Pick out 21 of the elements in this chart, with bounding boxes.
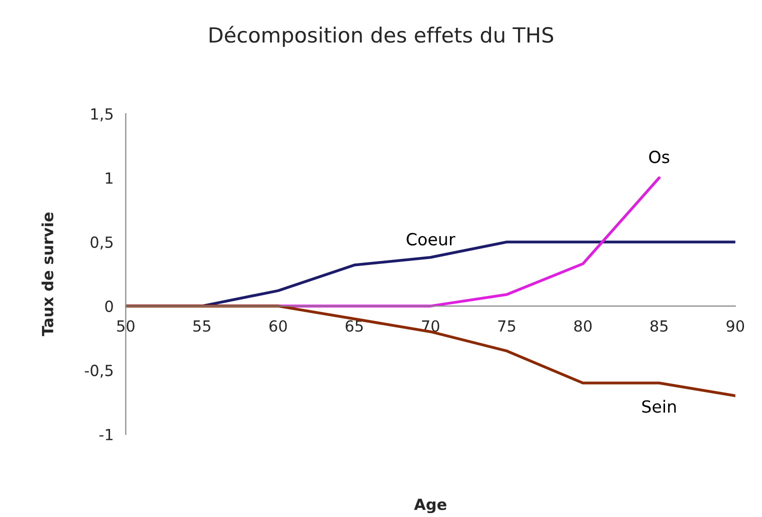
x-tick-label: 75	[498, 320, 516, 332]
series-label: Sein	[642, 400, 676, 413]
y-axis-title: Taux de survie	[42, 212, 54, 336]
y-tick-label: -1	[99, 428, 113, 440]
y-tick-label: -0,5	[84, 364, 113, 378]
x-tick-label: 80	[574, 320, 592, 332]
y-tick-label: 0,5	[90, 236, 113, 250]
chart-title: Décomposition des effets du THS	[210, 26, 554, 47]
x-tick-label: 60	[269, 320, 287, 332]
x-tick-label: 65	[346, 320, 363, 332]
y-tick-label: 0	[105, 300, 113, 312]
series-label: Coeur	[406, 232, 456, 246]
series-label: Os	[649, 150, 670, 164]
y-tick-label: 1,5	[91, 108, 113, 122]
x-tick-label: 70	[422, 320, 440, 332]
x-tick-label: 90	[726, 320, 744, 332]
x-tick-label: 50	[117, 320, 134, 332]
x-axis-title: Age	[414, 498, 446, 514]
x-tick-label: 85	[650, 320, 668, 332]
y-tick-label: 1	[106, 172, 113, 184]
x-tick-label: 55	[193, 320, 210, 332]
